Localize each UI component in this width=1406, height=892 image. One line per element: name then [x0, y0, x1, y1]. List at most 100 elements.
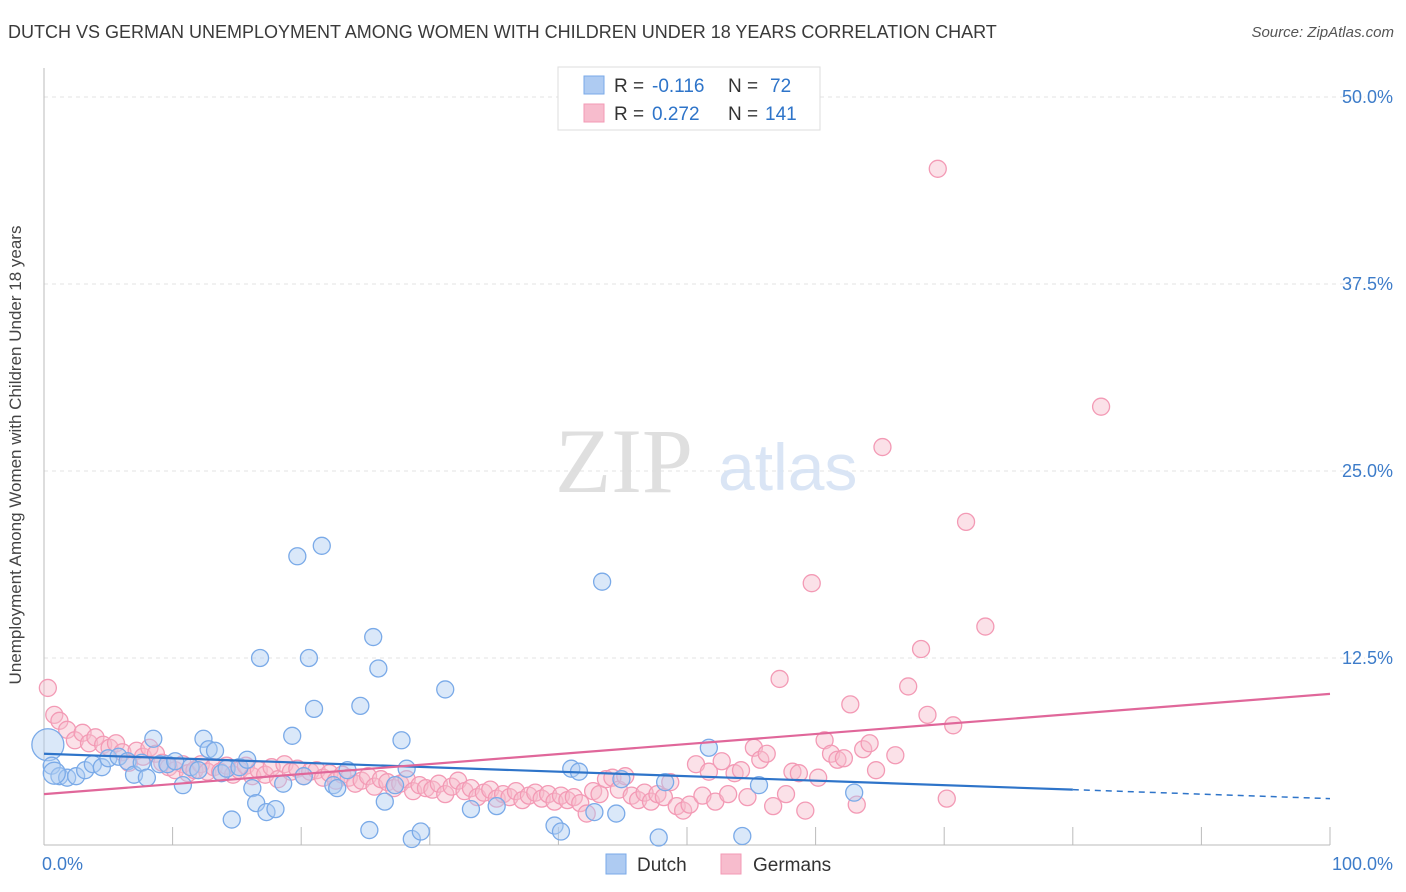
- dutch-trend-extension: [1072, 788, 1331, 800]
- germans-point: [757, 744, 776, 763]
- dutch-n-value: 72: [770, 76, 791, 97]
- germans-point: [866, 761, 886, 780]
- germans-point: [911, 639, 931, 659]
- dutch-point: [411, 822, 430, 841]
- watermark-zip: ZIP: [555, 410, 693, 512]
- dutch-point: [166, 752, 185, 771]
- dutch-point: [288, 547, 307, 566]
- dutch-point: [845, 783, 864, 802]
- germans-point: [918, 705, 937, 724]
- dutch-point: [607, 804, 626, 823]
- dutch-point: [274, 774, 293, 793]
- germans-point: [873, 437, 892, 457]
- legend-dutch-label: Dutch: [637, 855, 687, 876]
- stats-legend: R = -0.116 N = 72 R = 0.272 N = 141: [557, 66, 821, 131]
- germans-point: [828, 750, 847, 769]
- dutch-point: [392, 731, 411, 750]
- dutch-point: [649, 828, 668, 847]
- dutch-point: [92, 758, 112, 777]
- dutch-point: [364, 627, 383, 647]
- chart-title: DUTCH VS GERMAN UNEMPLOYMENT AMONG WOMEN…: [8, 22, 997, 42]
- y-tick-labels: 12.5% 25.0% 37.5% 50.0%: [1342, 87, 1393, 668]
- germans-point: [944, 716, 963, 735]
- germans-points: [38, 159, 1111, 823]
- trend-lines: [43, 692, 1331, 800]
- dutch-point: [375, 792, 394, 811]
- dutch-n-label: N =: [728, 76, 758, 97]
- dutch-points: [31, 536, 864, 849]
- germans-point: [661, 773, 680, 792]
- germans-point: [802, 574, 821, 593]
- germans-point: [928, 159, 947, 178]
- germans-point: [65, 731, 85, 750]
- germans-n-label: N =: [728, 104, 758, 125]
- dutch-point: [461, 799, 481, 819]
- dutch-point: [31, 728, 65, 762]
- dutch-point: [436, 680, 455, 699]
- germans-point: [106, 734, 126, 753]
- dutch-point: [189, 761, 208, 780]
- dutch-point: [150, 755, 169, 774]
- dutch-point: [194, 729, 213, 748]
- dutch-point: [243, 779, 262, 798]
- dutch-point: [328, 779, 347, 798]
- germans-point: [731, 761, 751, 780]
- legend-germans-swatch: [720, 853, 742, 875]
- germans-n-value: 141: [765, 104, 797, 125]
- germans-point: [796, 801, 815, 820]
- watermark-atlas: atlas: [718, 430, 857, 504]
- germans-r-value: 0.272: [652, 104, 700, 125]
- dutch-trend-line: [43, 752, 1073, 791]
- x-tick-label-min: 0.0%: [42, 854, 83, 874]
- dutch-point: [294, 767, 313, 786]
- dutch-point: [250, 648, 270, 668]
- germans-r-label: R =: [614, 104, 644, 125]
- series-legend: Dutch Germans: [605, 853, 831, 876]
- germans-point: [899, 677, 918, 696]
- dutch-point: [733, 826, 752, 846]
- dutch-point: [199, 740, 218, 759]
- watermark: ZIP atlas: [555, 410, 857, 512]
- germans-trend-line: [43, 692, 1331, 796]
- dutch-point: [369, 659, 388, 678]
- germans-point: [834, 749, 854, 768]
- germans-point: [976, 617, 995, 636]
- x-tick-label-max: 100.0%: [1332, 854, 1393, 874]
- germans-point: [937, 789, 956, 808]
- dutch-point: [397, 759, 416, 778]
- germans-point: [719, 784, 738, 804]
- legend-germans-label: Germans: [753, 855, 831, 876]
- dutch-point: [144, 729, 163, 748]
- germans-point: [776, 784, 796, 804]
- dutch-r-label: R =: [614, 76, 644, 97]
- germans-point: [86, 728, 105, 747]
- dutch-point: [360, 820, 379, 840]
- dutch-point: [312, 536, 331, 555]
- germans-point: [886, 746, 905, 765]
- legend-dutch-swatch: [605, 853, 627, 875]
- dutch-point: [205, 741, 225, 760]
- germans-point: [809, 768, 828, 787]
- germans-swatch: [583, 103, 605, 123]
- germans-point: [680, 795, 699, 814]
- dutch-point: [230, 758, 249, 777]
- dutch-swatch: [583, 75, 605, 95]
- y-tick-label-2: 37.5%: [1342, 274, 1393, 294]
- germans-point: [956, 512, 976, 532]
- germans-point: [577, 804, 596, 823]
- dutch-point: [266, 799, 285, 819]
- dutch-point: [222, 810, 241, 829]
- dutch-point: [173, 776, 193, 795]
- source-label: Source: ZipAtlas.com: [1251, 24, 1394, 41]
- grid-lines: [44, 96, 1365, 659]
- germans-point: [770, 669, 789, 689]
- germans-point: [596, 770, 616, 789]
- germans-point: [841, 695, 860, 714]
- y-tick-label-1: 25.0%: [1342, 461, 1393, 481]
- germans-point: [738, 787, 757, 807]
- dutch-point: [351, 696, 370, 716]
- dutch-point: [247, 793, 266, 813]
- dutch-point: [592, 572, 612, 591]
- dutch-point: [283, 726, 302, 745]
